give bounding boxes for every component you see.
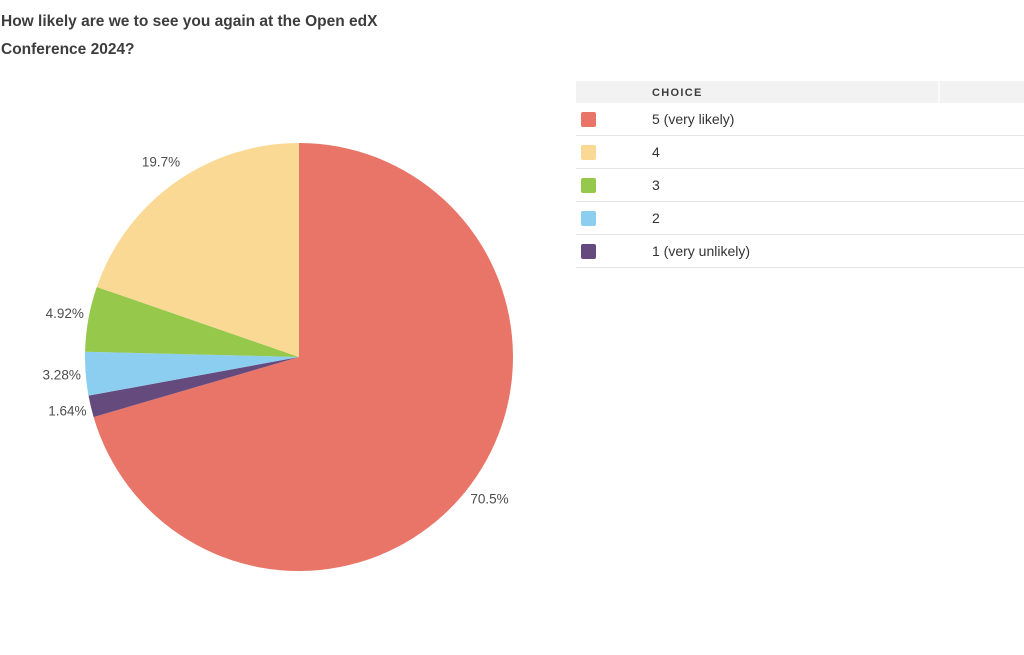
- legend-row: 5 (very likely): [576, 103, 1024, 136]
- legend-row: 4: [576, 136, 1024, 169]
- legend-row-label: 3: [652, 177, 660, 193]
- pie-slice-percentage-label: 70.5%: [470, 491, 508, 506]
- legend-color-swatch-1: [581, 112, 596, 127]
- pie-slice-5-very-likely[interactable]: [93, 143, 513, 571]
- legend-color-swatch-4: [581, 211, 596, 226]
- legend-color-swatch-3: [581, 178, 596, 193]
- pie-slice-percentage-label: 4.92%: [46, 306, 84, 321]
- pie-slice-percentage-label: 3.28%: [43, 367, 81, 382]
- pie-slice-4[interactable]: [96, 143, 299, 357]
- legend-header-choice: CHOICE: [652, 87, 703, 99]
- chart-title-line-1: How likely are we to see you again at th…: [1, 13, 378, 30]
- pie-chart: 70.5% 1.64% 3.28% 4.92% 19.7%: [43, 143, 513, 571]
- legend-row: 3: [576, 169, 1024, 202]
- pie-slice-3[interactable]: [85, 286, 299, 357]
- chart-title: How likely are we to see you again at th…: [1, 8, 401, 64]
- legend-row-label: 4: [652, 144, 660, 160]
- pie-slice-1-very-unlikely[interactable]: [88, 357, 300, 418]
- legend-row: 1 (very unlikely): [576, 235, 1024, 268]
- legend-color-swatch-2: [581, 145, 596, 160]
- pie-slice-percentage-label: 19.7%: [142, 155, 180, 170]
- pie-slice-percentage-label: 1.64%: [48, 404, 86, 419]
- legend-color-swatch-5: [581, 244, 596, 259]
- chart-title-line-2: Conference 2024?: [1, 41, 135, 58]
- legend-table-header: CHOICE: [576, 81, 1024, 103]
- legend-table: CHOICE 5 (very likely) 4 3 2 1 (very unl…: [576, 81, 1024, 268]
- legend-rows-container: 5 (very likely) 4 3 2 1 (very unlikely): [576, 103, 1024, 268]
- legend-row-label: 5 (very likely): [652, 111, 735, 127]
- legend-row-label: 2: [652, 210, 660, 226]
- legend-header-divider: [938, 81, 940, 103]
- legend-row: 2: [576, 202, 1024, 235]
- pie-slice-2[interactable]: [84, 351, 299, 396]
- legend-row-label: 1 (very unlikely): [652, 243, 751, 259]
